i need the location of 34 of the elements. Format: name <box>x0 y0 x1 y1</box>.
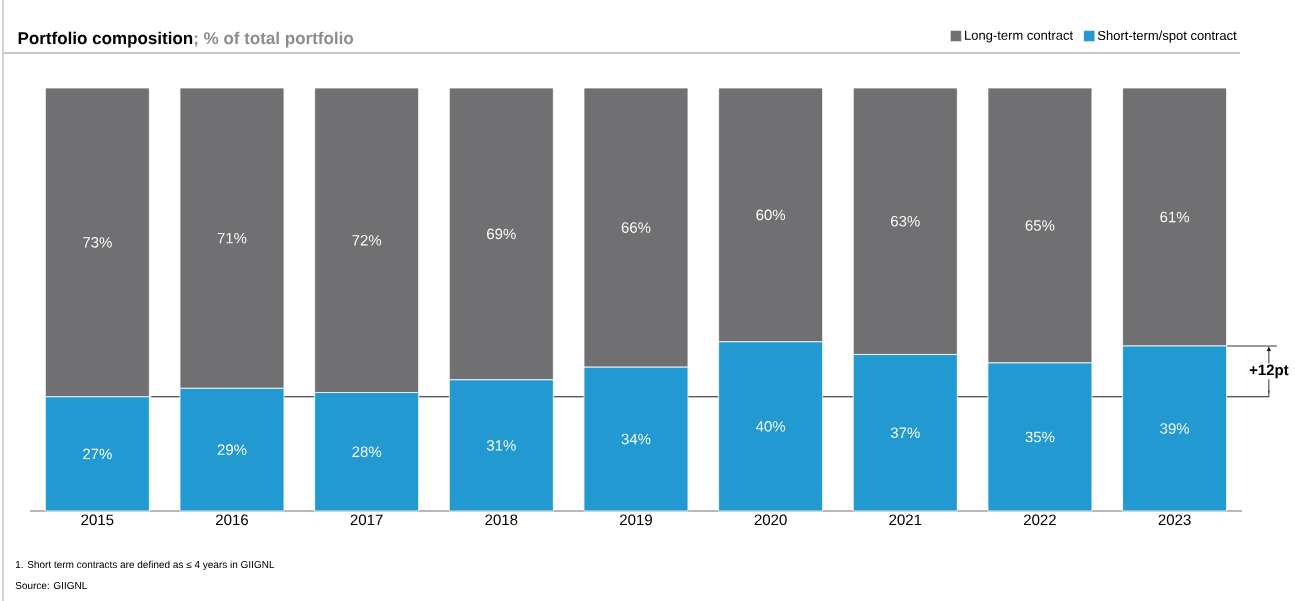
chart-subtitle: ; % of total portfolio <box>194 31 354 48</box>
data-label: 29% <box>217 444 247 455</box>
data-label: 71% <box>217 232 247 244</box>
data-label: 28% <box>352 446 382 458</box>
data-label: 63% <box>891 215 920 227</box>
text: 1. Short term contracts are defined as ≤ 4 years in GIIGNL <box>15 560 275 571</box>
data-label: 34% <box>621 433 651 445</box>
x-tick-label: 2023 <box>1158 514 1191 526</box>
data-label: 27% <box>83 448 112 460</box>
data-label: 73% <box>83 237 112 248</box>
source-note: Source: GIIGNL <box>15 582 87 590</box>
legend-label: Long-term contract <box>965 30 1073 43</box>
data-label: 39% <box>1160 423 1190 434</box>
x-tick-label: 2019 <box>620 514 652 526</box>
x-tick-label: 2015 <box>81 514 114 526</box>
legend-label: Short-term/spot contract <box>1097 30 1237 43</box>
data-label: 66% <box>621 222 651 233</box>
x-tick-label: 2020 <box>754 514 787 526</box>
data-label: 69% <box>487 228 516 240</box>
data-label: 61% <box>1160 211 1190 223</box>
data-label: 37% <box>890 427 920 439</box>
x-tick-label: 2016 <box>216 514 249 526</box>
data-label: 72% <box>352 234 382 246</box>
chart-title: Portfolio composition <box>18 31 193 48</box>
x-tick-label: 2022 <box>1024 514 1056 526</box>
x-tick-label: 2018 <box>485 514 518 526</box>
x-tick-label: 2021 <box>889 514 922 526</box>
x-tick-label: 2017 <box>350 514 383 526</box>
data-label: 40% <box>755 421 786 432</box>
data-label: 60% <box>756 209 786 221</box>
data-label: 35% <box>1025 431 1055 443</box>
text: +12pt <box>1249 364 1289 379</box>
data-label: 31% <box>486 440 516 451</box>
data-label: 65% <box>1025 220 1055 231</box>
